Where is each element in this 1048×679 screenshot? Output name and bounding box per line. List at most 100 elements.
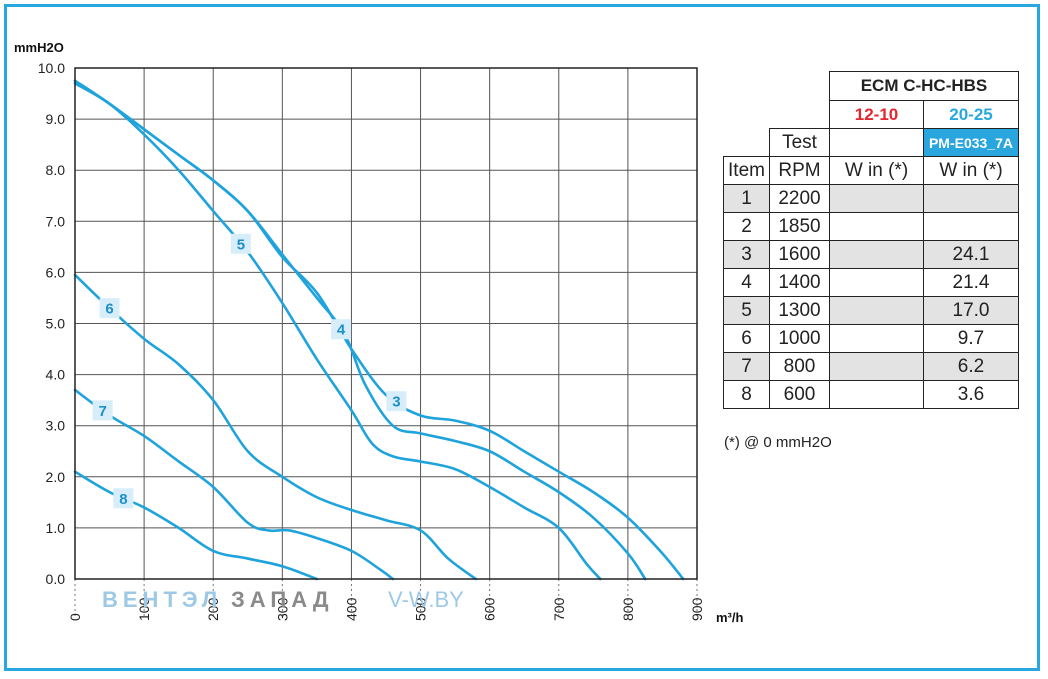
row-rpm: 2200 xyxy=(769,184,830,213)
row-item: 8 xyxy=(723,380,770,409)
row-item: 2 xyxy=(723,212,770,241)
curve-label-3: 3 xyxy=(392,394,400,411)
row-item: 4 xyxy=(723,268,770,297)
x-tick-label: 200 xyxy=(205,597,221,621)
variant-blue: 20-25 xyxy=(923,100,1019,129)
header-rpm: RPM xyxy=(769,156,830,185)
row-rpm: 1600 xyxy=(769,240,830,269)
curve-label-4: 4 xyxy=(337,322,346,339)
plot-border xyxy=(74,67,698,580)
chart-curves: 3 4 5 6 7 8 xyxy=(73,79,685,581)
y-tick-label: 1.0 xyxy=(46,520,66,536)
row-item: 7 xyxy=(723,352,770,381)
row-w2: 6.2 xyxy=(923,352,1019,381)
x-tick-label: 400 xyxy=(343,597,359,621)
curve-label-bg-5 xyxy=(230,233,251,254)
x-tick-label: 800 xyxy=(620,597,636,621)
curve-label-6: 6 xyxy=(105,301,113,318)
curve-label-bg-6 xyxy=(99,298,120,319)
curve-label-bg-7 xyxy=(92,400,113,421)
y-tick-label: 9.0 xyxy=(46,111,66,127)
curve-8 xyxy=(73,470,319,581)
row-w1 xyxy=(829,212,924,241)
x-tick-label: 0 xyxy=(67,613,83,621)
row-rpm: 1850 xyxy=(769,212,830,241)
curve-label-bg-4 xyxy=(331,319,352,340)
curve-5 xyxy=(73,82,602,581)
table-row: 1 2200 xyxy=(723,184,1019,213)
y-tick-label: 2.0 xyxy=(46,469,66,485)
row-w1 xyxy=(829,268,924,297)
curve-6 xyxy=(73,273,478,581)
y-tick-label: 7.0 xyxy=(46,213,66,229)
row-item: 6 xyxy=(723,324,770,353)
row-rpm: 600 xyxy=(769,380,830,409)
header-item: Item xyxy=(723,156,770,185)
curve-label-8: 8 xyxy=(119,491,127,508)
row-item: 3 xyxy=(723,240,770,269)
test-label: Test xyxy=(769,128,830,157)
y-tick-label: 0.0 xyxy=(46,571,66,587)
row-rpm: 1400 xyxy=(769,268,830,297)
table-row: 7 800 6.2 xyxy=(723,352,1019,381)
x-tick-label: 900 xyxy=(689,597,705,621)
row-rpm: 1300 xyxy=(769,296,830,325)
model-name: ECM C-HC-HBS xyxy=(829,71,1019,101)
row-w1 xyxy=(829,380,924,409)
curve-label-bg-3 xyxy=(386,391,407,412)
row-w1 xyxy=(829,184,924,213)
curve-label-7: 7 xyxy=(98,403,106,420)
outer-frame xyxy=(4,4,1040,671)
table-row: 3 1600 24.1 xyxy=(723,240,1019,269)
x-tick-label: 300 xyxy=(274,597,290,621)
row-w2: 9.7 xyxy=(923,324,1019,353)
header-w1: W in (*) xyxy=(829,156,924,185)
row-rpm: 1000 xyxy=(769,324,830,353)
table-row: 8 600 3.6 xyxy=(723,380,1019,409)
y-tick-label: 10.0 xyxy=(38,60,65,76)
y-tick-label: 4.0 xyxy=(46,367,66,383)
x-tick-label: 600 xyxy=(482,597,498,621)
x-tick-label: 100 xyxy=(136,597,152,621)
row-w2: 17.0 xyxy=(923,296,1019,325)
table-footnote: (*) @ 0 mmH2O xyxy=(724,434,832,451)
table-header-row: Item RPM W in (*) W in (*) xyxy=(723,156,1019,185)
variant-red: 12-10 xyxy=(829,100,924,129)
row-w1 xyxy=(829,296,924,325)
watermark-part2: ЗАПАД xyxy=(231,587,334,612)
curve-label-bg-8 xyxy=(113,488,134,509)
table-row: 5 1300 17.0 xyxy=(723,296,1019,325)
table-row: 6 1000 9.7 xyxy=(723,324,1019,353)
chart-axes: 0 100 200 300 400 500 600 700 800 900 0.0 1.0 2.0 3.0… xyxy=(14,40,744,625)
table-row: 4 1400 21.4 xyxy=(723,268,1019,297)
curve-4 xyxy=(73,79,647,581)
y-tick-label: 3.0 xyxy=(46,418,66,434)
chart-grid xyxy=(74,67,698,617)
table-row: 2 1850 xyxy=(723,212,1019,241)
x-tick-label: 700 xyxy=(551,597,567,621)
y-tick-label: 5.0 xyxy=(46,316,66,332)
watermark-part3: V-W.BY xyxy=(388,587,464,612)
x-tick-label: 500 xyxy=(413,597,429,621)
y-tick-label: 8.0 xyxy=(46,162,66,178)
row-w1 xyxy=(829,352,924,381)
header-w2: W in (*) xyxy=(923,156,1019,185)
row-item: 5 xyxy=(723,296,770,325)
motor-code: PM-E033_7A xyxy=(923,128,1019,157)
row-w2 xyxy=(923,184,1019,213)
row-w2: 24.1 xyxy=(923,240,1019,269)
row-w1 xyxy=(829,240,924,269)
row-w2: 3.6 xyxy=(923,380,1019,409)
fan-data-table: ECM C-HC-HBS 12-10 20-25 Test PM-E033_7A… xyxy=(723,71,1019,409)
y-tick-label: 6.0 xyxy=(46,264,66,280)
row-w1 xyxy=(829,324,924,353)
curve-7 xyxy=(73,388,395,581)
x-axis-label: m³/h xyxy=(716,610,744,625)
y-axis-label: mmH2O xyxy=(14,40,64,55)
row-item: 1 xyxy=(723,184,770,213)
curve-label-5: 5 xyxy=(237,236,245,253)
row-w2 xyxy=(923,212,1019,241)
watermark-part1: ВЕНТЭЛ xyxy=(102,587,223,612)
row-w2: 21.4 xyxy=(923,268,1019,297)
